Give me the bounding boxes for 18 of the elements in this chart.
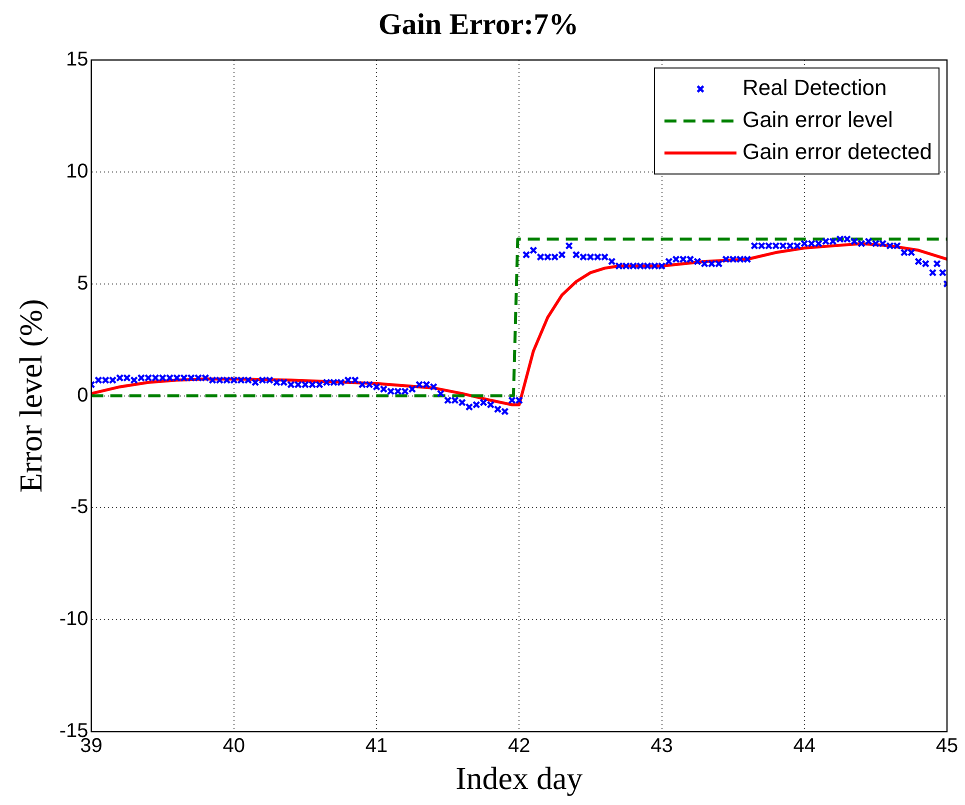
y-tick-label: -10 xyxy=(59,608,88,630)
y-tick-label: -5 xyxy=(70,496,88,518)
legend-label: Gain error detected xyxy=(742,139,932,164)
chart-title: Gain Error:7% xyxy=(378,8,579,41)
y-tick-label: 10 xyxy=(66,160,88,182)
x-tick-label: 41 xyxy=(365,735,388,758)
y-tick-label: 5 xyxy=(77,272,88,294)
legend-label: Real Detection xyxy=(742,75,887,100)
legend-label: Gain error level xyxy=(742,107,893,132)
x-tick-label: 43 xyxy=(650,735,673,758)
x-tick-label: 42 xyxy=(508,735,530,758)
x-tick-label: 45 xyxy=(936,735,958,758)
x-axis-title: Index day xyxy=(456,760,583,796)
x-tick-label: 44 xyxy=(793,735,816,758)
x-tick-label: 40 xyxy=(222,735,246,758)
y-tick-label: 0 xyxy=(77,384,88,406)
y-axis-title: Error level (%) xyxy=(12,298,49,493)
y-tick-label: 15 xyxy=(66,48,88,71)
